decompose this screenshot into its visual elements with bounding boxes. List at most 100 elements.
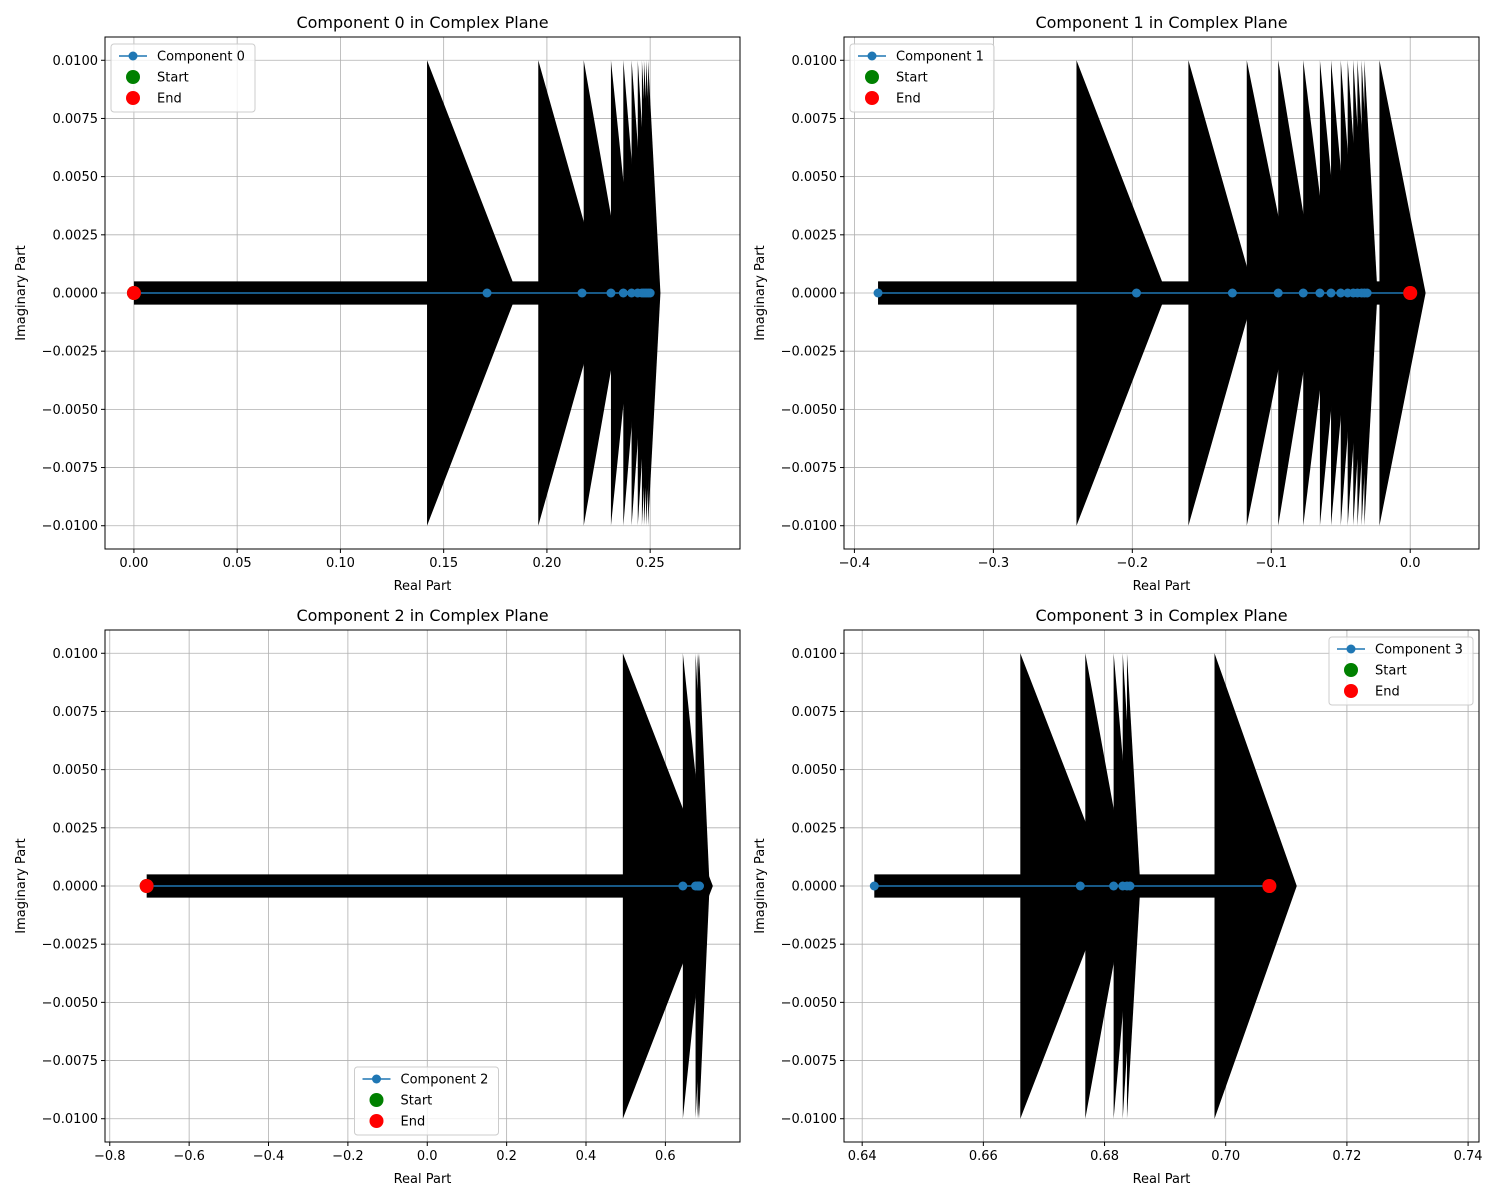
x-axis-label: Real Part — [394, 579, 452, 594]
legend-label-end: End — [401, 1115, 426, 1130]
x-tick-label: −0.2 — [332, 1149, 364, 1164]
plot-area — [126, 60, 661, 526]
y-axis-label: Imaginary Part — [14, 838, 29, 933]
plot-area — [139, 653, 713, 1119]
legend-end-swatch — [369, 1114, 384, 1128]
x-tick-label: 0.0 — [1400, 556, 1421, 571]
legend-start-swatch — [865, 70, 879, 84]
end-marker — [126, 286, 141, 300]
y-tick-label: −0.0100 — [42, 519, 98, 534]
y-tick-label: −0.0075 — [42, 461, 98, 476]
legend: Component 3 Start End — [1328, 636, 1474, 706]
series-marker — [577, 288, 587, 298]
series-marker — [1273, 288, 1283, 298]
legend-line-marker — [1346, 644, 1356, 654]
y-tick-label: −0.0050 — [781, 996, 837, 1011]
chart-title: Component 3 in Complex Plane — [1035, 606, 1287, 625]
series-marker — [1336, 288, 1346, 298]
x-tick-label: 0.6 — [655, 1149, 676, 1164]
y-tick-label: 0.0050 — [792, 763, 838, 778]
y-tick-label: −0.0100 — [42, 1112, 98, 1127]
plot-area — [869, 653, 1297, 1119]
x-tick-label: −0.4 — [839, 556, 871, 571]
y-tick-label: 0.0000 — [792, 880, 838, 895]
series-marker — [1298, 288, 1308, 298]
y-tick-label: 0.0025 — [792, 228, 838, 243]
legend-box — [354, 1066, 499, 1136]
x-axis-label: Real Part — [1133, 579, 1191, 594]
x-tick-label: 0.72 — [1332, 1149, 1361, 1164]
legend-label-start: Start — [896, 71, 928, 86]
y-tick-label: −0.0025 — [42, 345, 98, 360]
series-marker — [1326, 288, 1336, 298]
y-tick-label: −0.0075 — [781, 461, 837, 476]
legend-label-end: End — [157, 92, 182, 107]
legend-box — [110, 43, 256, 113]
x-tick-label: −0.2 — [1117, 556, 1149, 571]
legend-end-swatch — [865, 91, 879, 105]
legend-line-marker — [867, 51, 877, 61]
y-tick-label: 0.0075 — [792, 112, 838, 127]
y-tick-label: 0.0100 — [792, 54, 838, 69]
legend-start-swatch — [1344, 663, 1358, 677]
x-tick-label: −0.1 — [1255, 556, 1287, 571]
y-tick-label: 0.0100 — [53, 647, 99, 662]
y-tick-label: −0.0075 — [781, 1054, 837, 1069]
legend-box — [849, 43, 995, 113]
x-tick-label: 0.00 — [119, 556, 148, 571]
y-tick-label: 0.0025 — [792, 821, 838, 836]
x-tick-label: 0.10 — [326, 556, 355, 571]
y-tick-label: −0.0100 — [781, 1112, 837, 1127]
chart-title: Component 0 in Complex Plane — [296, 13, 548, 32]
y-tick-label: 0.0025 — [53, 228, 99, 243]
x-tick-label: 0.2 — [496, 1149, 517, 1164]
series-marker — [606, 288, 616, 298]
legend-line-marker — [372, 1074, 381, 1084]
chart-title: Component 1 in Complex Plane — [1035, 13, 1287, 32]
x-tick-label: 0.05 — [223, 556, 252, 571]
y-tick-label: 0.0050 — [53, 170, 99, 185]
legend-line-marker — [128, 51, 138, 61]
series-marker — [873, 288, 883, 298]
chart-title: Component 2 in Complex Plane — [296, 606, 548, 625]
y-tick-label: −0.0050 — [42, 403, 98, 418]
y-tick-label: 0.0075 — [792, 705, 838, 720]
series-marker — [1131, 288, 1141, 298]
end-marker — [139, 879, 154, 893]
x-axis-label: Real Part — [394, 1172, 452, 1187]
x-axis-label: Real Part — [1133, 1172, 1191, 1187]
y-tick-label: 0.0100 — [53, 54, 99, 69]
legend-label-series: Component 3 — [1375, 643, 1463, 658]
arrow-wedge — [699, 653, 710, 1119]
y-tick-label: 0.0075 — [53, 705, 99, 720]
legend-label-series: Component 0 — [157, 50, 245, 65]
y-tick-label: −0.0050 — [781, 403, 837, 418]
y-axis-label: Imaginary Part — [753, 245, 768, 340]
series-marker — [1227, 288, 1237, 298]
x-tick-label: 0.20 — [532, 556, 561, 571]
series-marker — [618, 288, 628, 298]
y-tick-label: −0.0025 — [781, 938, 837, 953]
subplot-1: −0.4 −0.3 −0.2 −0.1 0.0 −0.0100 −0.0075 −0.0050… — [753, 13, 1480, 594]
y-tick-label: 0.0000 — [53, 287, 99, 302]
y-tick-label: 0.0050 — [792, 170, 838, 185]
x-tick-label: 0.25 — [636, 556, 665, 571]
legend-label-start: Start — [1375, 664, 1407, 679]
x-tick-label: 0.64 — [848, 1149, 877, 1164]
y-tick-label: −0.0075 — [42, 1054, 98, 1069]
y-axis-label: Imaginary Part — [753, 838, 768, 933]
series-marker — [869, 881, 879, 891]
x-tick-label: 0.68 — [1090, 1149, 1119, 1164]
subplot-0: 0.00 0.05 0.10 0.15 0.20 0.25 −0.0100 −0.0075 −0… — [14, 13, 741, 594]
series-marker — [1362, 288, 1372, 298]
x-tick-label: 0.0 — [417, 1149, 438, 1164]
legend-label-end: End — [896, 92, 921, 107]
y-axis-label: Imaginary Part — [14, 245, 29, 340]
x-tick-label: −0.8 — [94, 1149, 126, 1164]
legend: Component 2 Start End — [354, 1066, 499, 1136]
y-tick-label: 0.0050 — [53, 763, 99, 778]
legend-box — [1328, 636, 1474, 706]
legend-label-series: Component 2 — [401, 1073, 489, 1088]
series-marker — [1315, 288, 1325, 298]
